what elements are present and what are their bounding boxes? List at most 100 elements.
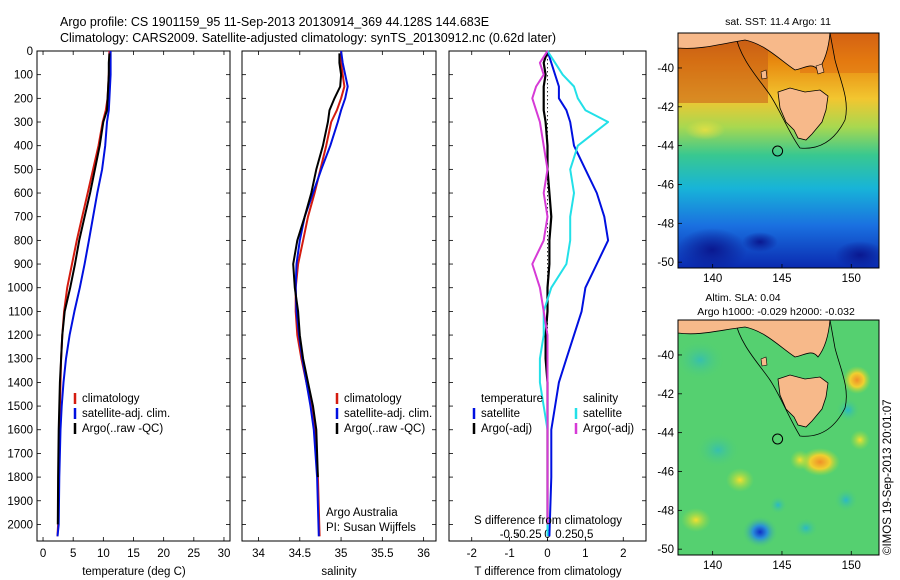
lat-tick-label: -46 — [657, 179, 674, 191]
profile-line-salinity-satellite — [538, 50, 610, 537]
x-tick-label: 34 — [252, 548, 265, 560]
pi-label: PI: Susan Wijffels — [326, 522, 416, 534]
sla-lat-axis: -40 -42 -44 -46 -48 -50 — [657, 350, 682, 556]
legend-label: Argo(..raw -QC) — [344, 423, 425, 435]
lat-tick-label: -40 — [657, 350, 674, 362]
profile-line-salinity-argo-adj- — [531, 50, 549, 525]
depth-tick-label: 1900 — [7, 496, 33, 508]
s-tick-label: 0.25 — [555, 529, 577, 541]
difference-depth-ticks — [449, 50, 646, 525]
sla-mainland-coast — [678, 320, 831, 358]
depth-tick-label: 0 — [27, 46, 33, 58]
temperature-legend: climatology satellite-adj. clim. Argo(..ra… — [73, 393, 170, 435]
sst-contour — [734, 33, 847, 149]
sla-king-island — [760, 356, 768, 367]
depth-tick-label: 1100 — [8, 306, 33, 318]
depth-tick-label: 500 — [14, 164, 33, 176]
x-tick-label: 0 — [40, 548, 46, 560]
temperature-axis: 0 5 10 15 20 25 30 — [40, 51, 231, 560]
sla-contour — [734, 320, 847, 437]
lon-tick-label: 145 — [772, 273, 791, 285]
profile-line-satellite-adj-clim- — [294, 50, 349, 537]
sst-map-frame — [677, 32, 880, 269]
legend-title-salinity: salinity — [583, 393, 618, 405]
lat-tick-label: -48 — [657, 218, 674, 230]
king-island — [760, 69, 768, 80]
lon-tick-label: 140 — [703, 560, 722, 572]
flinders-island — [815, 63, 825, 75]
depth-tick-label: 1600 — [7, 425, 33, 437]
depth-tick-label: 700 — [14, 212, 33, 224]
t-difference-axis: -2 -1 0 1 2 — [467, 51, 626, 560]
x-tick-label: 15 — [127, 548, 140, 560]
depth-tick-label: 200 — [14, 93, 33, 105]
salinity-plot-area — [241, 50, 437, 542]
salinity-profiles — [292, 50, 349, 537]
s-difference-axis: -0.5-0.25 0 0.25 0.5 — [500, 529, 594, 541]
legend-label: satellite-adj. clim. — [82, 408, 170, 420]
s-tick-label: 0.5 — [577, 529, 593, 541]
argo-position-marker — [772, 145, 784, 157]
temperature-panel: 0100200300400500600700800900100011001200… — [7, 46, 231, 578]
legend-label: Argo(..raw -QC) — [82, 423, 163, 435]
figure-title: Argo profile: CS 1901159_95 11-Sep-2013 … — [60, 15, 489, 29]
sla-tasmania — [777, 374, 829, 428]
difference-panel: -2 -1 0 1 2 -0.5-0.25 0 0.25 0.5 temperature sal… — [448, 50, 647, 578]
salinity-legend: climatology satellite-adj. clim. Argo(..ra… — [335, 393, 432, 435]
lon-tick-label: 140 — [703, 273, 722, 285]
x-tick-label: 5 — [70, 548, 76, 560]
depth-axis: 0 100 200 300 400 500 600 700 800 900 1000 1100 1200… — [7, 46, 230, 531]
sst-lon-axis: 140 145 150 — [703, 264, 861, 285]
salinity-panel: 34 34.5 35 35.5 36 climatology satellite-adj.… — [241, 50, 437, 578]
lat-tick-label: -50 — [657, 544, 674, 556]
depth-tick-label: 1000 — [7, 283, 33, 295]
s-tick-label: -0.5 — [500, 529, 520, 541]
depth-tick-label: 300 — [14, 117, 33, 129]
sst-map: sat. SST: 11.4 Argo: 11 140 145 150 -40 -42… — [657, 16, 880, 285]
x-tick-label: 36 — [417, 548, 430, 560]
legend-label: climatology — [82, 393, 140, 405]
profile-line-argo-raw-qc- — [56, 53, 111, 525]
legend-label: satellite — [481, 408, 520, 420]
salinity-axis: 34 34.5 35 35.5 36 — [252, 51, 430, 560]
x-tick-label: 30 — [218, 548, 231, 560]
t-difference-axis-label: T difference from climatology — [474, 566, 621, 578]
x-tick-label: 10 — [97, 548, 110, 560]
sla-map-subtitle: Argo h1000: -0.029 h2000: -0.032 — [697, 306, 855, 318]
lat-tick-label: -48 — [657, 505, 674, 517]
x-tick-label: 35.5 — [371, 548, 393, 560]
temperature-axis-label: temperature (deg C) — [82, 566, 186, 578]
x-tick-label: 1 — [582, 548, 588, 560]
lat-tick-label: -44 — [657, 141, 674, 153]
x-tick-label: -1 — [504, 548, 514, 560]
depth-tick-label: 1400 — [7, 377, 33, 389]
depth-tick-label: 400 — [14, 141, 33, 153]
legend-label: climatology — [344, 393, 402, 405]
lat-tick-label: -44 — [657, 428, 674, 440]
lat-tick-label: -40 — [657, 63, 674, 75]
lon-tick-label: 145 — [772, 560, 791, 572]
sla-map: Altim. SLA: 0.04 Argo h1000: -0.029 h200… — [657, 292, 880, 572]
sst-map-title: sat. SST: 11.4 Argo: 11 — [725, 16, 831, 28]
legend-label: satellite — [583, 408, 622, 420]
temperature-profiles — [56, 51, 112, 537]
lat-tick-label: -46 — [657, 466, 674, 478]
depth-tick-label: 1200 — [7, 330, 33, 342]
lat-tick-label: -42 — [657, 389, 674, 401]
lat-tick-label: -50 — [657, 257, 674, 269]
legend-label: Argo(-adj) — [481, 423, 532, 435]
sla-argo-position-marker — [772, 433, 784, 445]
depth-tick-label: 100 — [14, 70, 33, 82]
mainland-coast — [678, 33, 831, 71]
depth-tick-label: 2000 — [7, 519, 33, 531]
depth-tick-label: 1300 — [7, 354, 33, 366]
imos-credit: ©IMOS 19-Sep-2013 20:01:07 — [882, 399, 894, 555]
x-tick-label: 0 — [544, 548, 550, 560]
depth-tick-label: 1700 — [7, 448, 33, 460]
salinity-axis-label: salinity — [321, 566, 356, 578]
sst-lat-axis: -40 -42 -44 -46 -48 -50 — [657, 63, 682, 269]
salinity-depth-ticks — [242, 50, 436, 525]
x-tick-label: -2 — [467, 548, 477, 560]
depth-tick-label: 1500 — [7, 401, 33, 413]
